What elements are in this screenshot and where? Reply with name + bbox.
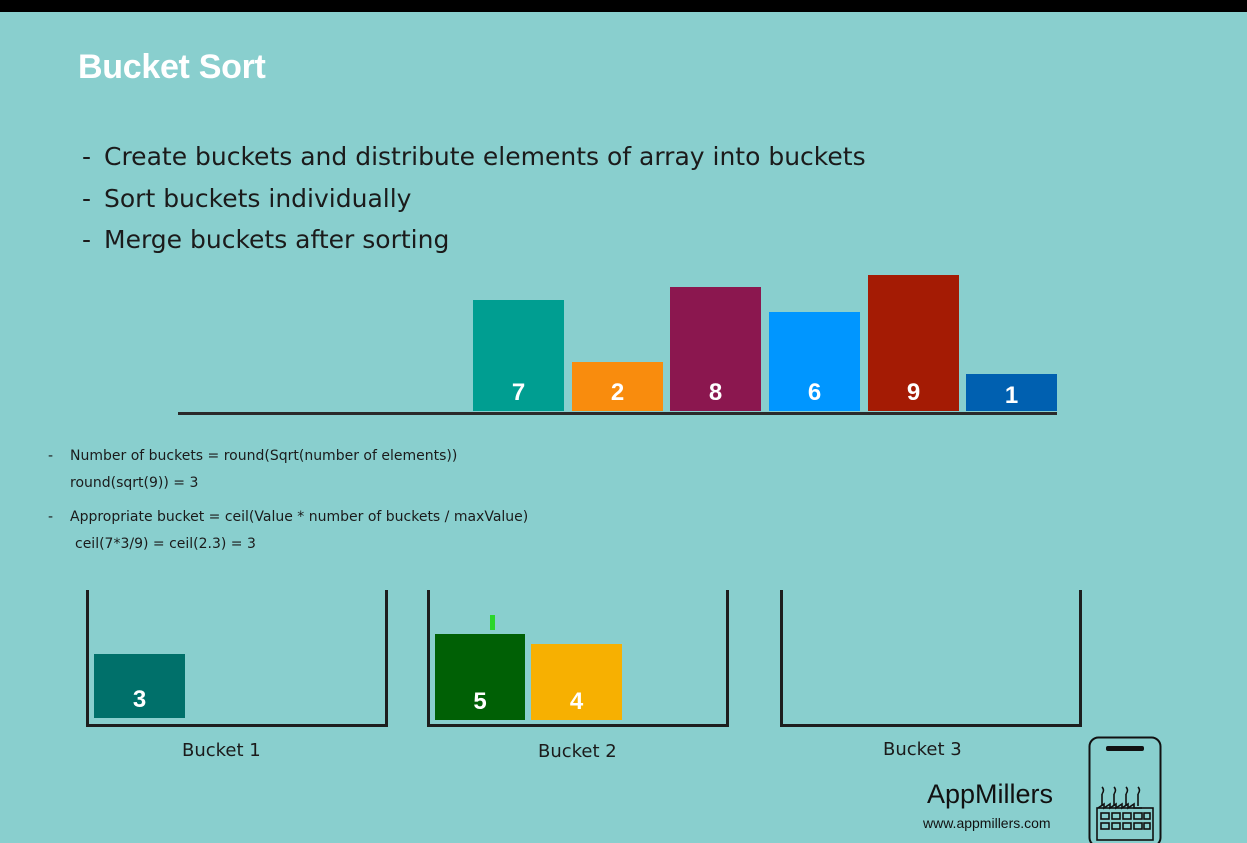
- bucket-2-item-1: 4: [531, 644, 622, 720]
- bullet-item: - Create buckets and distribute elements …: [82, 140, 866, 182]
- array-bar-1: 2: [572, 362, 663, 411]
- green-marker: [490, 615, 495, 630]
- bullet-item: - Merge buckets after sorting: [82, 223, 866, 265]
- array-bar-2: 8: [670, 287, 761, 411]
- formula-marker: -: [48, 448, 54, 464]
- array-bar-value: 7: [511, 379, 526, 406]
- bucket-2-item-0: 5: [435, 634, 525, 720]
- formula-text: Appropriate bucket = ceil(Value * number…: [70, 509, 529, 525]
- formula-appropriate-bucket-example: ceil(7*3/9) = ceil(2.3) = 3: [75, 536, 256, 552]
- array-baseline: [178, 412, 1057, 415]
- array-bar-value: 2: [610, 379, 625, 406]
- bucket-item-value: 5: [473, 688, 487, 715]
- bucket-3-label: Bucket 3: [883, 739, 962, 760]
- bullet-text: Sort buckets individually: [104, 183, 412, 213]
- bullet-marker: -: [82, 183, 92, 213]
- array-bar-value: 6: [807, 379, 822, 406]
- formula-text: Number of buckets = round(Sqrt(number of…: [70, 448, 458, 464]
- array-bar-3: 6: [769, 312, 860, 411]
- bullet-marker: -: [82, 142, 92, 171]
- formula-appropriate-bucket: - Appropriate bucket = ceil(Value * numbe…: [48, 509, 529, 525]
- slide-title: Bucket Sort: [78, 48, 266, 86]
- bucket-2-label: Bucket 2: [538, 741, 617, 762]
- slide: Bucket Sort - Create buckets and distribu…: [0, 12, 1247, 843]
- formula-marker: -: [48, 509, 54, 525]
- bullet-text: Create buckets and distribute elements o…: [104, 142, 866, 171]
- brand-url: www.appmillers.com: [923, 815, 1051, 831]
- bucket-1-label: Bucket 1: [182, 740, 261, 761]
- array-bar-value: 1: [1004, 382, 1019, 409]
- bucket-2: [427, 590, 729, 727]
- bucket-1-item-0: 3: [94, 654, 185, 718]
- array-bar-0: 7: [473, 300, 564, 411]
- array-bar-value: 9: [906, 379, 921, 406]
- formula-num-buckets-example: round(sqrt(9)) = 3: [70, 475, 199, 491]
- bucket-item-value: 3: [132, 686, 147, 713]
- brand-name: AppMillers: [927, 779, 1054, 809]
- formula-num-buckets: - Number of buckets = round(Sqrt(number o…: [48, 448, 458, 464]
- bullet-item: - Sort buckets individually: [82, 182, 866, 224]
- bullet-text: Merge buckets after sorting: [104, 225, 450, 254]
- bucket-1: [86, 590, 388, 727]
- array-bar-value: 8: [708, 379, 723, 406]
- phone-factory-icon: [1088, 736, 1162, 843]
- bullet-marker: -: [82, 225, 92, 254]
- bucket-item-value: 4: [569, 688, 584, 715]
- bullet-list: - Create buckets and distribute elements …: [82, 140, 866, 265]
- array-bar-4: 9: [868, 275, 959, 411]
- array-bar-5: 1: [966, 374, 1057, 411]
- bucket-3: [780, 590, 1082, 727]
